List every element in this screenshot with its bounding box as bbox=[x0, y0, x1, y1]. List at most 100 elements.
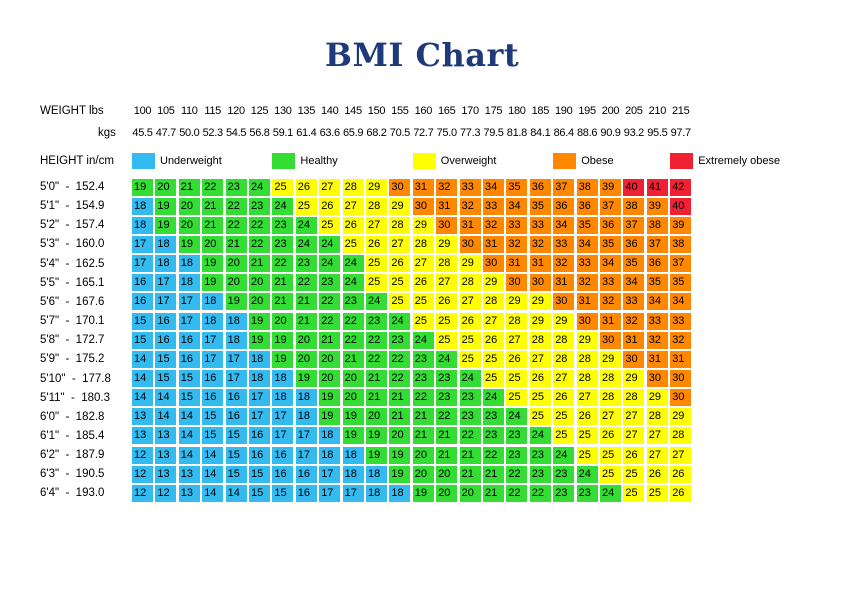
bmi-cell: 20 bbox=[295, 331, 317, 349]
height-row-label: 6'2" - 187.9 bbox=[40, 449, 105, 462]
bmi-cell: 30 bbox=[436, 216, 458, 234]
bmi-cell: 25 bbox=[412, 312, 434, 330]
bmi-cell: 30 bbox=[506, 274, 528, 292]
bmi-cell: 26 bbox=[342, 216, 364, 234]
bmi-cell: 16 bbox=[272, 465, 294, 483]
bmi-cell: 22 bbox=[506, 484, 528, 502]
bmi-cell: 15 bbox=[225, 446, 247, 464]
bmi-cell: 19 bbox=[412, 484, 434, 502]
bmi-cell: 16 bbox=[249, 446, 270, 464]
bmi-cell: 27 bbox=[483, 312, 504, 330]
bmi-cell: 29 bbox=[483, 274, 504, 292]
bmi-cell: 18 bbox=[249, 370, 270, 387]
weight-kgs-tick: 45.5 bbox=[132, 127, 153, 139]
weight-kgs-tick: 65.9 bbox=[342, 127, 364, 139]
bmi-cell: 32 bbox=[529, 235, 551, 253]
bmi-cell: 18 bbox=[178, 255, 200, 273]
bmi-cell: 19 bbox=[272, 350, 294, 368]
bmi-cell: 15 bbox=[225, 427, 247, 445]
bmi-cell: 16 bbox=[132, 274, 153, 292]
bmi-cell: 20 bbox=[249, 274, 270, 292]
bmi-cell: 33 bbox=[553, 235, 575, 253]
bmi-cell: 26 bbox=[295, 178, 317, 196]
legend-swatch bbox=[412, 153, 436, 169]
bmi-cell: 30 bbox=[670, 389, 692, 407]
bmi-cell: 21 bbox=[412, 427, 434, 445]
bmi-cell: 15 bbox=[132, 331, 153, 349]
bmi-cell: 35 bbox=[529, 197, 551, 215]
bmi-cell: 17 bbox=[319, 484, 341, 502]
bmi-cell: 38 bbox=[646, 216, 668, 234]
weight-kgs-tick: 81.8 bbox=[506, 127, 528, 139]
bmi-cell: 30 bbox=[459, 235, 481, 253]
bmi-cell: 24 bbox=[249, 178, 270, 196]
bmi-cell: 23 bbox=[342, 293, 364, 311]
weight-kgs-tick: 86.4 bbox=[553, 127, 575, 139]
bmi-cell: 18 bbox=[319, 427, 341, 445]
bmi-cell: 15 bbox=[178, 370, 200, 387]
bmi-cell: 32 bbox=[459, 197, 481, 215]
bmi-cell: 31 bbox=[412, 178, 434, 196]
bmi-cell: 13 bbox=[155, 427, 177, 445]
bmi-cell: 33 bbox=[670, 312, 692, 330]
bmi-cell: 13 bbox=[178, 465, 200, 483]
bmi-cell: 29 bbox=[670, 408, 692, 426]
bmi-cell: 15 bbox=[249, 465, 270, 483]
weight-kgs-tick: 93.2 bbox=[623, 127, 645, 139]
weight-lbs-tick: 130 bbox=[274, 105, 292, 117]
bmi-cell: 24 bbox=[436, 350, 458, 368]
legend-label: Extremely obese bbox=[698, 155, 781, 167]
bmi-cell: 23 bbox=[553, 484, 575, 502]
bmi-cell: 33 bbox=[646, 312, 668, 330]
bmi-cell: 27 bbox=[646, 446, 668, 464]
weight-kgs-label: kgs bbox=[98, 127, 116, 139]
bmi-cell: 40 bbox=[623, 178, 645, 196]
height-row-label: 5'11" - 180.3 bbox=[40, 391, 110, 404]
bmi-cell: 17 bbox=[202, 331, 224, 349]
bmi-cell: 25 bbox=[319, 216, 341, 234]
bmi-cell: 29 bbox=[436, 235, 458, 253]
bmi-cell: 25 bbox=[646, 484, 668, 502]
bmi-cell: 23 bbox=[529, 446, 551, 464]
bmi-cell: 34 bbox=[483, 178, 504, 196]
weight-kgs-tick: 77.3 bbox=[459, 127, 481, 139]
bmi-cell: 40 bbox=[670, 197, 692, 215]
bmi-cell: 25 bbox=[600, 465, 621, 483]
bmi-cell: 25 bbox=[600, 446, 621, 464]
bmi-cell: 37 bbox=[600, 197, 621, 215]
bmi-cell: 21 bbox=[342, 350, 364, 368]
weight-kgs-tick: 72.7 bbox=[413, 127, 434, 139]
bmi-cell: 18 bbox=[202, 293, 224, 311]
bmi-cell: 21 bbox=[295, 312, 317, 330]
bmi-cell: 20 bbox=[295, 350, 317, 368]
bmi-cell: 33 bbox=[529, 216, 551, 234]
bmi-cell: 21 bbox=[483, 465, 504, 483]
bmi-cell: 24 bbox=[553, 446, 575, 464]
bmi-cell: 28 bbox=[342, 178, 364, 196]
bmi-cell: 18 bbox=[132, 216, 153, 234]
bmi-cell: 25 bbox=[389, 274, 411, 292]
bmi-cell: 17 bbox=[225, 370, 247, 387]
bmi-cell: 18 bbox=[366, 465, 387, 483]
bmi-cell: 23 bbox=[529, 465, 551, 483]
bmi-cell: 12 bbox=[132, 484, 153, 502]
bmi-cell: 23 bbox=[272, 235, 294, 253]
bmi-cell: 33 bbox=[459, 178, 481, 196]
bmi-cell: 24 bbox=[600, 484, 621, 502]
bmi-cell: 14 bbox=[132, 350, 153, 368]
legend-label: Underweight bbox=[160, 155, 222, 167]
bmi-cell: 17 bbox=[132, 255, 153, 273]
bmi-cell: 29 bbox=[459, 255, 481, 273]
bmi-cell: 18 bbox=[225, 312, 247, 330]
height-row-label: 5'6" - 167.6 bbox=[40, 295, 105, 308]
bmi-cell: 23 bbox=[436, 389, 458, 407]
bmi-cell: 24 bbox=[342, 255, 364, 273]
bmi-cell: 24 bbox=[342, 274, 364, 292]
bmi-cell: 20 bbox=[389, 427, 411, 445]
bmi-cell: 37 bbox=[646, 235, 668, 253]
bmi-cell: 25 bbox=[576, 446, 598, 464]
bmi-cell: 27 bbox=[319, 178, 341, 196]
height-row-label: 5'2" - 157.4 bbox=[40, 219, 105, 232]
bmi-cell: 31 bbox=[623, 331, 645, 349]
weight-kgs-tick: 68.2 bbox=[366, 127, 387, 139]
